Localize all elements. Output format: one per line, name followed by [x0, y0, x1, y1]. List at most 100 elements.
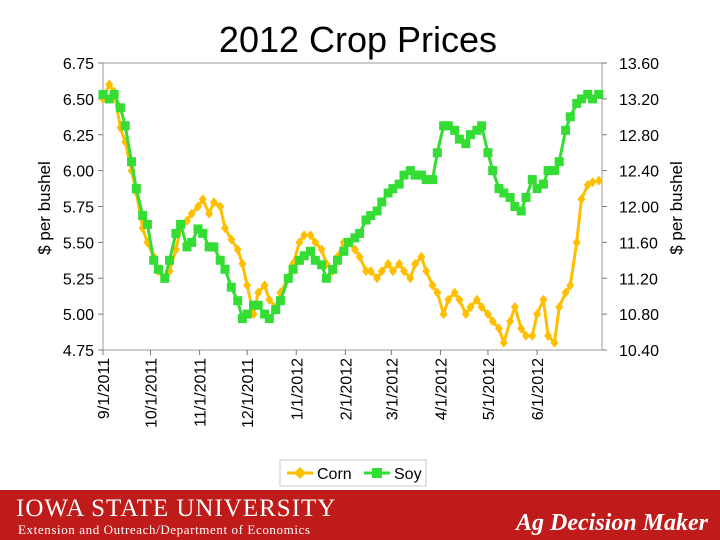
soy-point [187, 237, 197, 247]
soy-point [388, 184, 398, 194]
soy-point [483, 148, 493, 158]
soy-point [215, 255, 225, 265]
corn-point [422, 266, 431, 277]
corn-point [373, 273, 382, 284]
corn-point [400, 266, 408, 277]
soy-point [237, 314, 247, 324]
corn-point [366, 266, 375, 277]
soy-point [171, 228, 181, 238]
soy-point [260, 309, 270, 319]
corn-point [483, 309, 492, 320]
soy-point [220, 264, 230, 274]
soy-series [98, 89, 604, 324]
corn-point [477, 302, 486, 312]
corn-point [517, 323, 526, 334]
soy-point [249, 300, 258, 310]
x-tick-label: 6/1/2012 [530, 358, 547, 420]
corn-point [216, 201, 225, 212]
corn-point [455, 294, 464, 305]
right-tick-label: 12.80 [619, 128, 659, 145]
soy-point [193, 224, 203, 234]
soy-point [410, 170, 420, 180]
soy-point [321, 273, 331, 283]
footer-bar [0, 490, 720, 540]
soy-point [288, 264, 298, 274]
corn-point [533, 309, 542, 320]
corn-point [260, 280, 269, 291]
university-logo-text: IOWA STATE UNIVERSITY [16, 495, 337, 522]
corn-point [450, 287, 459, 298]
corn-point [317, 244, 326, 255]
soy-point [583, 89, 593, 99]
corn-point [187, 208, 196, 219]
soy-point [176, 219, 186, 229]
right-tick-label: 11.60 [619, 235, 658, 252]
soy-point [594, 89, 604, 99]
corn-point [428, 280, 437, 291]
corn-point [550, 337, 559, 348]
corn-point [566, 280, 575, 291]
right-axis-ticks: 13.60 13.20 12.80 12.40 12.00 11.60 11.20 10.80… [602, 56, 659, 360]
corn-point [488, 316, 497, 327]
corn-point [539, 294, 548, 305]
soy-point [466, 130, 475, 140]
soy-point [339, 246, 349, 256]
soy-point [198, 228, 208, 238]
corn-point [306, 230, 315, 241]
corn-point [388, 266, 397, 277]
soy-point [226, 282, 236, 292]
soy-point [505, 193, 515, 202]
soy-point [576, 94, 586, 104]
corn-point [194, 201, 202, 212]
corn-point [362, 266, 370, 277]
corn-point [433, 287, 442, 298]
plot-border [102, 62, 603, 351]
crop-price-chart: 2012 Crop Prices 6.75 6.50 6.25 6.00 5.75 5.5… [35, 19, 686, 487]
soy-point [461, 139, 471, 149]
soy-point [572, 98, 582, 108]
soy-point [328, 264, 338, 274]
soy-point [450, 125, 460, 135]
right-tick-label: 13.20 [619, 92, 659, 109]
soy-point [472, 125, 482, 135]
soy-point [310, 255, 320, 265]
soy-point [275, 296, 285, 306]
soy-point [366, 211, 376, 220]
corn-point [300, 230, 309, 241]
soy-point [317, 260, 327, 270]
corn-point [510, 302, 519, 312]
series-layer [98, 79, 604, 348]
soy-point [109, 89, 119, 99]
corn-point [384, 258, 393, 269]
right-tick-label: 13.60 [619, 56, 659, 73]
soy-point [98, 89, 108, 99]
x-tick-label: 3/1/2012 [384, 358, 401, 420]
soy-point [271, 305, 281, 315]
corn-point [472, 294, 481, 305]
left-tick-label: 5.50 [63, 235, 94, 252]
soy-point [120, 121, 130, 131]
x-tick-label: 4/1/2012 [433, 358, 450, 420]
x-tick-label: 5/1/2012 [481, 358, 498, 420]
soy-point [439, 121, 449, 131]
left-tick-label: 6.25 [63, 128, 94, 145]
left-tick-label: 4.75 [63, 343, 94, 360]
corn-point [555, 302, 564, 312]
soy-point [454, 134, 464, 144]
soy-point [127, 157, 136, 167]
corn-point [499, 337, 508, 348]
soy-point [499, 188, 509, 198]
soy-point [405, 166, 415, 176]
soy-point [253, 300, 263, 310]
left-tick-label: 6.75 [63, 56, 94, 73]
corn-point [522, 330, 530, 341]
soy-point [550, 166, 559, 176]
corn-point [350, 244, 359, 255]
right-tick-label: 10.40 [619, 343, 659, 360]
soy-point [160, 273, 170, 283]
x-tick-label: 1/1/2012 [289, 358, 306, 420]
left-tick-label: 5.75 [63, 200, 94, 217]
corn-point [411, 258, 420, 269]
corn-point [233, 244, 242, 255]
soy-point [142, 219, 152, 229]
